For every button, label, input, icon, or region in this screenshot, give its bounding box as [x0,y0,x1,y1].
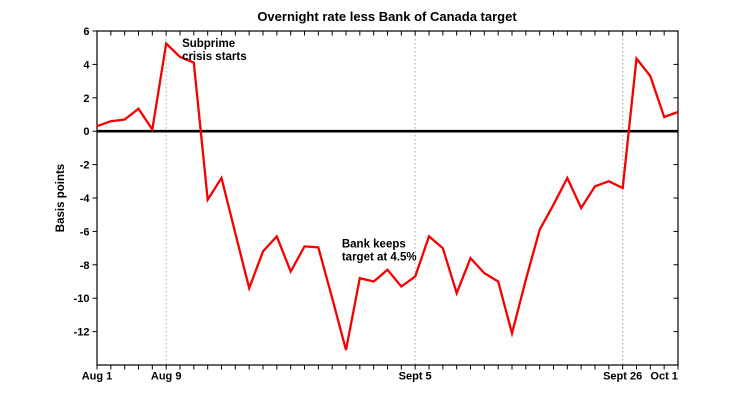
annotation-text: Bank keeps [342,238,406,250]
y-tick-label: 2 [83,93,89,105]
y-tick-label: -8 [80,260,90,272]
chart-title: Overnight rate less Bank of Canada targe… [257,9,517,24]
x-tick-label: Sept 26 [603,371,642,383]
x-tick-label: Aug 9 [151,371,182,383]
annotation-text: crisis starts [182,51,247,63]
y-tick-label: -6 [80,226,90,238]
y-tick-label: -4 [80,193,91,205]
y-tick-label: 0 [83,126,89,138]
annotation-text: target at 4.5% [342,251,417,263]
x-tick-label: Sept 5 [399,371,432,383]
y-tick-label: -10 [74,293,90,305]
y-axis-label: Basis points [55,164,67,232]
plot-area: 6 4 2 0 -2 -4 -6 -8 -10 -12 Aug 1 Aug 9 Sept 5 Sept 2… [74,26,679,383]
x-tick-label: Oct 1 [650,371,678,383]
y-tick-label: -12 [74,327,90,339]
y-tick-label: 6 [83,26,89,38]
plot-border [96,30,679,366]
y-tick-label: 4 [83,59,90,71]
data-line [96,41,679,351]
x-tick-label: Aug 1 [82,371,113,383]
annotation-text: Subprime [182,38,235,50]
y-tick-label: -2 [80,160,90,172]
